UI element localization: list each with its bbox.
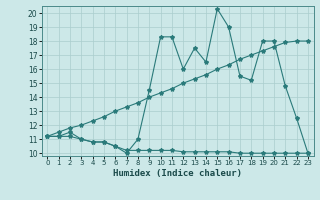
X-axis label: Humidex (Indice chaleur): Humidex (Indice chaleur) — [113, 169, 242, 178]
